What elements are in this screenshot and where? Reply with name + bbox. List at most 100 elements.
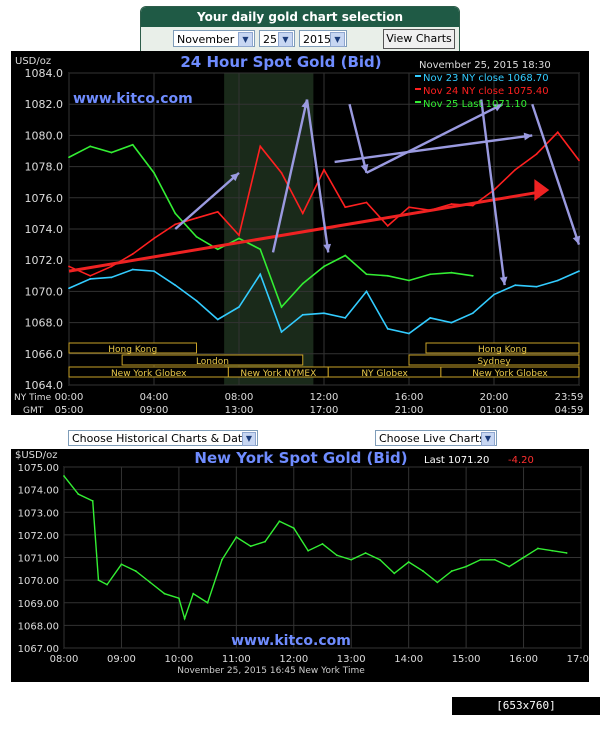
x-tick-label-gmt: 09:00 (140, 405, 169, 415)
year-select[interactable]: 2015 ▼ (299, 30, 347, 47)
data-point (195, 235, 198, 238)
data-point (120, 563, 123, 566)
data-point (565, 552, 568, 554)
market-session-label: Hong Kong (108, 345, 157, 355)
y-tick-label: 1070.00 (18, 576, 59, 587)
annotation-arrowhead (499, 276, 508, 286)
data-point (471, 312, 474, 315)
x-tick-label: 09:00 (107, 654, 136, 665)
24-hour-chart-panel: 1064.0 1066.0 1068.0 1070.0 1072.0 1074.0 1076… (11, 51, 589, 416)
x-tick-label: 14:00 (394, 654, 423, 665)
legend-label: Nov 23 NY close 1068.70 (423, 73, 549, 84)
data-point (408, 206, 410, 209)
trend-arrowhead (534, 179, 550, 201)
chevron-down-icon: ▼ (278, 32, 293, 47)
annotation-arrow (531, 103, 581, 245)
data-point (163, 592, 166, 595)
data-point (195, 217, 198, 219)
y-tick-label: 1076.0 (25, 192, 64, 205)
x-tick-label-gmt: 01:00 (480, 405, 509, 415)
data-point (301, 313, 304, 316)
data-point (522, 556, 525, 559)
data-point (450, 321, 453, 324)
image-footer: [653x760] http://upic.me/ (452, 697, 600, 730)
data-point (97, 579, 100, 582)
data-point (323, 312, 325, 315)
data-point (429, 317, 432, 319)
data-point (63, 475, 65, 477)
y-tick-label: 1067.00 (18, 644, 59, 655)
legend-label: Nov 25 Last 1071.10 (423, 99, 527, 110)
month-select[interactable]: November ▼ (173, 30, 255, 47)
y-tick-label: 1073.00 (18, 508, 59, 519)
data-point (465, 565, 468, 568)
annotation-arrowhead (572, 235, 581, 245)
chart-selection-bar: Your daily gold chart selection November… (140, 6, 460, 54)
new-york-spot-gold-chart: 1067.00 1068.00 1069.00 1070.00 1071.00 1072.… (15, 449, 595, 676)
data-point (514, 284, 517, 287)
y-tick-label: 1082.0 (25, 98, 64, 111)
series-line (63, 475, 567, 621)
chart-title: New York Spot Gold (Bid) (194, 449, 407, 467)
data-point (259, 273, 262, 276)
x-tick-label-gmt: 04:59 (555, 405, 584, 415)
day-select[interactable]: 25 ▼ (259, 30, 295, 47)
data-point (386, 224, 389, 227)
x-tick-label: 08:00 (50, 654, 79, 665)
data-point (131, 268, 134, 271)
data-point (556, 279, 559, 282)
data-point (450, 203, 453, 205)
view-charts-button[interactable]: View Charts (383, 29, 455, 49)
data-point (479, 558, 482, 561)
24-hour-spot-gold-chart: 1064.0 1066.0 1068.0 1070.0 1072.0 1074.0 1076… (14, 53, 584, 416)
data-point (344, 206, 347, 209)
data-point (89, 278, 92, 280)
data-point (153, 171, 155, 174)
x-tick-label: 10:00 (164, 654, 193, 665)
annotation-arrow (480, 99, 506, 286)
data-point (110, 276, 113, 279)
historical-charts-dropdown[interactable]: Choose Historical Charts & Data ▼ (68, 430, 258, 446)
market-session-bar (121, 354, 304, 366)
data-point (68, 287, 70, 290)
annotation-arrow (305, 99, 330, 253)
data-point (408, 279, 410, 282)
chart-title: 24 Hour Spot Gold (Bid) (180, 53, 381, 71)
live-charts-dropdown[interactable]: Choose Live Charts ▼ (375, 430, 497, 446)
market-session-bar (440, 366, 580, 378)
x-tick-label-ny: 04:00 (140, 392, 169, 403)
data-point (344, 254, 347, 257)
year-value: 2015 (303, 33, 331, 46)
y-axis-label: $USD/oz (15, 450, 57, 461)
data-point (259, 145, 262, 148)
annotation-arrowhead (360, 164, 369, 173)
y-tick-label: 1075.00 (18, 463, 59, 474)
chevron-down-icon: ▼ (481, 432, 495, 446)
market-session-bar (425, 342, 580, 354)
y-tick-label: 1068.0 (25, 317, 64, 330)
annotation-arrow (348, 103, 368, 174)
x-tick-label-ny: 00:00 (55, 392, 84, 403)
data-point (535, 153, 538, 156)
x-tick-label-gmt: 21:00 (395, 405, 424, 415)
data-point (301, 212, 304, 215)
data-point (393, 572, 396, 575)
data-point (307, 549, 310, 552)
data-point (508, 565, 511, 568)
market-session-label: New York NYMEX (240, 369, 316, 379)
data-point (379, 558, 381, 561)
x-tick-label-ny: 20:00 (480, 392, 509, 403)
watermark: www.kitco.com (231, 633, 351, 649)
data-point (238, 237, 240, 240)
data-point (238, 234, 240, 237)
new-york-chart-panel: 1067.00 1068.00 1069.00 1070.00 1071.00 1072.… (11, 449, 595, 682)
data-point (68, 156, 70, 159)
footer-timestamp: November 25, 2015 16:45 New York Time (177, 666, 365, 676)
y-tick-label: 1064.0 (25, 379, 64, 392)
data-point (321, 543, 324, 545)
live-charts-label: Choose Live Charts (379, 432, 486, 445)
x-tick-label-ny: 23:59 (555, 392, 584, 403)
market-session-label: New York Globex (111, 369, 187, 379)
day-value: 25 (263, 33, 277, 46)
x-tick-label-ny: 08:00 (225, 392, 254, 403)
